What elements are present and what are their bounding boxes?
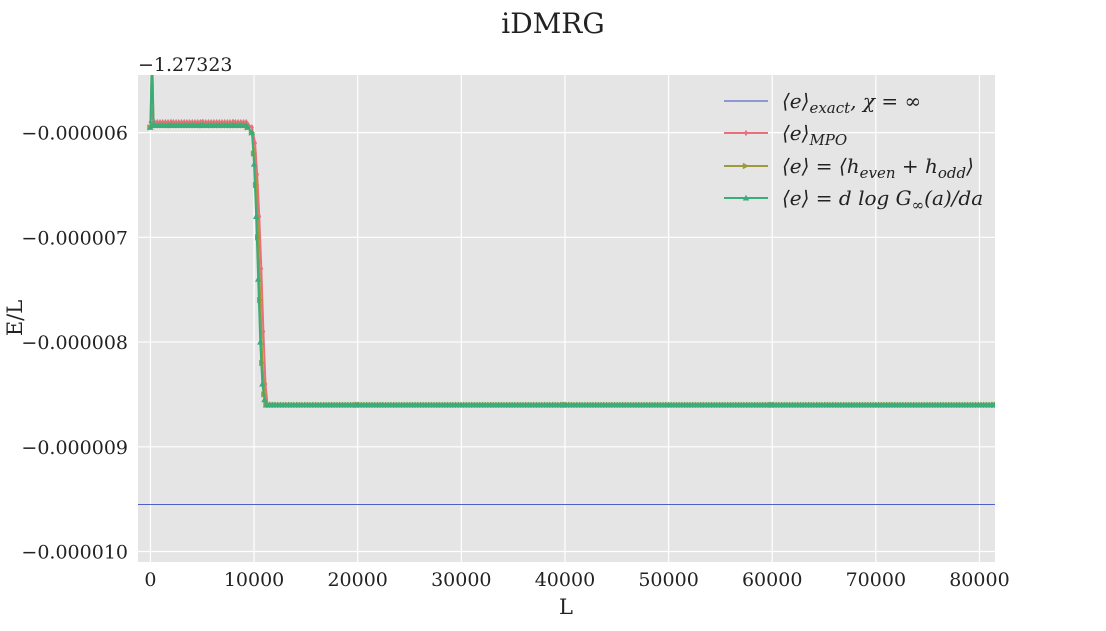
series-3	[147, 46, 995, 408]
x-tick-label: 10000	[224, 569, 284, 591]
legend-entry: ⟨e⟩exact, χ = ∞	[724, 89, 921, 117]
plot-area	[138, 75, 995, 562]
data-point	[149, 46, 155, 52]
legend-text-part: even	[860, 164, 896, 182]
y-tick-labels: −0.000006 −0.000007 −0.000008 −0.000009 −0.0…	[21, 123, 128, 564]
data-point	[257, 338, 264, 345]
legend-entry: ⟨e⟩ = ⟨heven + hodd⟩	[724, 154, 974, 182]
data-point	[261, 328, 266, 335]
data-point	[250, 160, 258, 167]
y-axis-label: E/L	[3, 300, 27, 336]
legend-marker	[742, 194, 750, 201]
y-tick-label: −0.000010	[21, 542, 128, 564]
legend-label: ⟨e⟩MPO	[782, 121, 847, 149]
data-point	[255, 276, 262, 282]
legend-text-part: odd	[938, 164, 966, 182]
data-point	[147, 124, 154, 130]
y-tick-label: −0.000006	[21, 123, 128, 145]
legend-text-part: ⟩	[965, 154, 974, 178]
legend-text-part: ⟨e⟩ = d log G	[782, 186, 912, 210]
x-tick-labels: 0 10000 20000 30000 40000 50000 60000 70000 8000…	[144, 569, 1009, 591]
grid	[138, 75, 995, 562]
x-tick-label: 80000	[949, 569, 1009, 591]
x-axis-label: L	[559, 595, 573, 619]
legend-text-part: ∞	[912, 196, 925, 214]
data-point	[252, 213, 260, 219]
legend-text-part: ⟨e⟩ = ⟨h	[782, 154, 860, 178]
y-tick-label: −0.000009	[21, 437, 128, 459]
legend-text-part: , χ = ∞	[850, 89, 921, 113]
legend-text-part: + h	[896, 154, 938, 178]
y-tick-label: −0.000008	[21, 332, 128, 354]
legend-entry: ⟨e⟩MPO	[724, 121, 847, 149]
x-tick-label: 60000	[742, 569, 802, 591]
legend-label: ⟨e⟩exact, χ = ∞	[782, 89, 921, 117]
data-point	[149, 46, 155, 52]
x-tick-label: 20000	[327, 569, 387, 591]
x-tick-label: 40000	[535, 569, 595, 591]
legend-label: ⟨e⟩ = ⟨heven + hodd⟩	[782, 154, 974, 182]
y-tick-label: −0.000007	[21, 227, 128, 249]
legend-text-part: (a)/da	[924, 186, 983, 210]
legend: ⟨e⟩exact, χ = ∞⟨e⟩MPO⟨e⟩ = ⟨heven + hodd…	[724, 89, 983, 214]
legend-text-part: MPO	[808, 131, 847, 149]
legend-text-part: ⟨e⟩	[782, 121, 809, 145]
legend-label: ⟨e⟩ = d log G∞(a)/da	[782, 186, 983, 214]
data-point	[250, 124, 254, 131]
legend-marker	[744, 129, 748, 137]
data-point	[259, 265, 264, 272]
chart-title: iDMRG	[501, 7, 605, 40]
legend-text-part: ⟨e⟩	[782, 89, 809, 113]
data-point	[248, 129, 256, 136]
data-point	[257, 213, 262, 220]
legend-text-part: exact	[809, 99, 851, 117]
x-tick-label: 0	[144, 569, 156, 591]
series-layer	[138, 46, 995, 505]
x-tick-label: 70000	[846, 569, 906, 591]
legend-marker	[742, 162, 750, 170]
data-point	[263, 380, 268, 388]
x-tick-label: 50000	[638, 569, 698, 591]
x-tick-label: 30000	[431, 569, 491, 591]
data-point	[259, 380, 266, 387]
y-offset-label: −1.27323	[138, 54, 233, 76]
start-marker	[242, 122, 250, 128]
data-point	[261, 396, 268, 403]
legend-entry: ⟨e⟩ = d log G∞(a)/da	[724, 186, 983, 214]
plateau-marker	[991, 401, 995, 408]
